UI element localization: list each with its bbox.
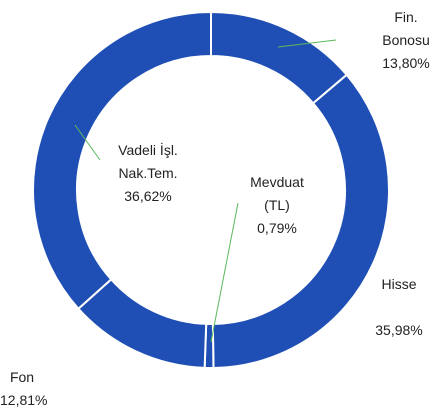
leader-line (277, 39, 337, 48)
leader-line (74, 124, 101, 161)
donut-slice (210, 10, 349, 105)
slice-label: Hisse (381, 276, 417, 292)
slice-label: Fon (9, 369, 35, 385)
slice-value: 12,81% (0, 392, 48, 408)
slice-value: 0,79% (257, 220, 297, 236)
slice-label: Vadeli İşl. Nak.Tem. (118, 142, 178, 181)
slice-value: 13,80% (382, 55, 430, 71)
leader-line (210, 202, 239, 343)
donut-slice (32, 10, 212, 311)
slice-label: Fin. Bonosu (382, 9, 430, 48)
slice-value: 35,98% (375, 322, 423, 338)
slice-label: Mevduat (TL) (250, 174, 304, 213)
slice-value: 36,62% (124, 188, 172, 204)
donut-slice (211, 73, 390, 369)
